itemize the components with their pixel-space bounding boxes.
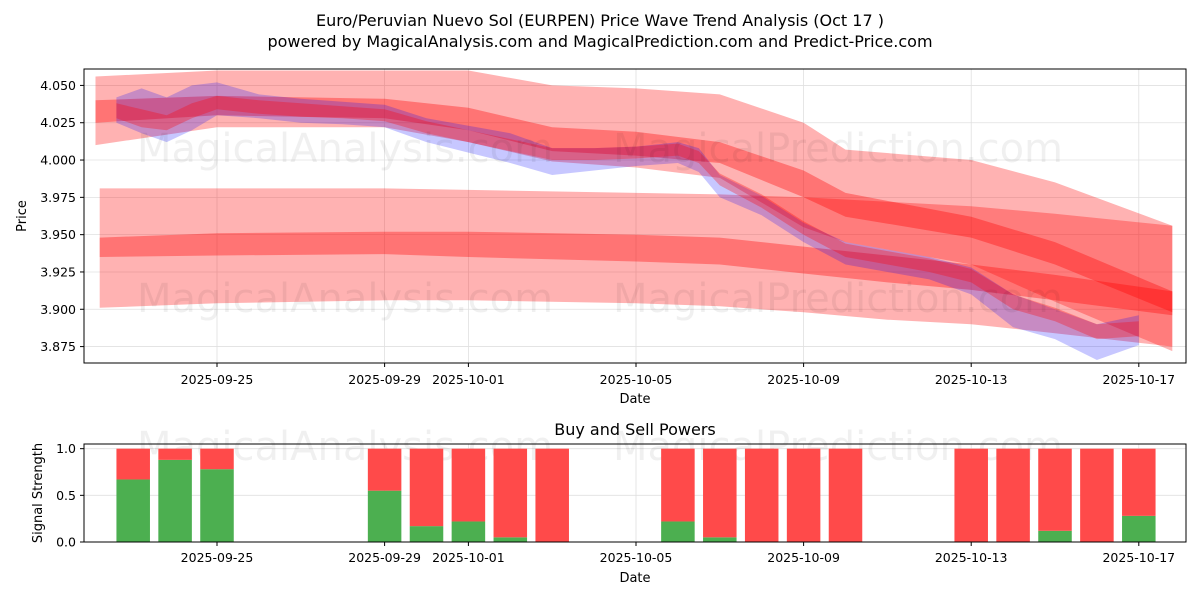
sell-bar: [661, 448, 695, 522]
watermark: MagicalAnalysis.com: [137, 276, 553, 322]
price-x-axis-label: Date: [619, 392, 650, 407]
watermark: MagicalPrediction.com: [613, 276, 1063, 322]
x-tick-label: 2025-10-05: [600, 372, 673, 387]
sell-bar: [1080, 448, 1114, 542]
y-tick-label: 3.900: [40, 302, 76, 317]
chart-title: Euro/Peruvian Nuevo Sol (EURPEN) Price W…: [316, 11, 884, 30]
x-tick-label: 2025-10-17: [1102, 372, 1175, 387]
trend-band-1: [99, 231, 1173, 316]
buy-bar: [200, 469, 234, 542]
watermark: MagicalAnalysis.com: [137, 126, 553, 172]
y-tick-label: 3.975: [40, 190, 76, 205]
y-tick-label: 0.0: [56, 535, 76, 550]
buy-bar: [1038, 530, 1072, 542]
signal-y-axis-label: Signal Strength: [31, 443, 46, 543]
x-tick-label: 2025-10-17: [1102, 550, 1175, 565]
sell-bar: [158, 448, 192, 460]
sell-bar: [367, 448, 402, 491]
trend-band-3: [95, 95, 1173, 313]
signal-x-axis-label: Date: [619, 571, 650, 586]
buy-bar: [493, 537, 528, 542]
buy-bar: [703, 537, 737, 542]
price-bands: [95, 70, 1173, 361]
x-tick-label: 2025-10-01: [432, 372, 505, 387]
sell-bar: [493, 448, 528, 538]
buy-bar: [409, 526, 444, 542]
watermark: MagicalAnalysis.com: [137, 424, 553, 470]
x-tick-label: 2025-10-09: [767, 372, 840, 387]
buy-bar: [367, 490, 402, 542]
price-y-ticks: 3.875 3.900 3.925 3.950 3.975 4.000 4.025 4.050: [40, 78, 84, 354]
y-tick-label: 4.050: [40, 78, 76, 93]
price-plot-frame: [83, 68, 1187, 364]
sell-bar: [744, 448, 779, 542]
x-tick-label: 2025-09-29: [348, 550, 421, 565]
y-tick-label: 1.0: [56, 441, 76, 456]
sell-bar: [535, 448, 569, 542]
trend-band-0: [99, 188, 1173, 347]
chart-subtitle: powered by MagicalAnalysis.com and Magic…: [267, 32, 932, 51]
signal-x-ticks: 2025-09-25 2025-09-29 2025-10-01 2025-10-05…: [181, 542, 1175, 565]
price-x-ticks: 2025-09-25 2025-09-29 2025-10-01 2025-10-05…: [181, 363, 1175, 387]
y-tick-label: 4.025: [40, 115, 76, 130]
x-tick-label: 2025-10-13: [935, 372, 1008, 387]
signal-y-ticks: 0.0 0.5 1.0: [56, 441, 84, 550]
signal-plot-frame: [83, 443, 1187, 543]
x-tick-label: 2025-10-09: [767, 550, 840, 565]
x-tick-label: 2025-10-01: [432, 550, 505, 565]
x-tick-label: 2025-09-25: [181, 372, 254, 387]
x-tick-label: 2025-10-05: [600, 550, 673, 565]
signal-panel: Buy and Sell Powers MagicalAnalysis.com …: [31, 420, 1187, 586]
buy-bar: [116, 479, 150, 542]
x-tick-label: 2025-09-25: [181, 550, 254, 565]
sell-bar: [116, 448, 150, 480]
y-tick-label: 3.925: [40, 264, 76, 279]
sell-bar: [409, 448, 444, 527]
y-tick-label: 3.875: [40, 339, 76, 354]
sell-bar: [703, 448, 737, 538]
price-gridlines: [84, 69, 1186, 363]
sell-bar: [1122, 448, 1156, 516]
buy-bar: [158, 459, 192, 542]
sell-bar: [1038, 448, 1072, 531]
price-panel: MagicalAnalysis.com MagicalPrediction.co…: [15, 68, 1187, 407]
y-tick-label: 4.000: [40, 153, 76, 168]
buy-bar: [451, 521, 486, 542]
watermark: MagicalPrediction.com: [613, 126, 1063, 172]
trend-band-5: [116, 95, 1139, 340]
x-tick-label: 2025-09-29: [348, 372, 421, 387]
sell-bar: [996, 448, 1030, 542]
price-y-axis-label: Price: [15, 200, 30, 232]
y-tick-label: 3.950: [40, 227, 76, 242]
sell-bar: [451, 448, 486, 522]
sell-bar: [828, 448, 863, 542]
trend-band-2: [95, 70, 1173, 352]
signal-bars: [116, 448, 1156, 542]
buy-bar: [661, 521, 695, 542]
sell-bar: [200, 448, 234, 470]
sell-bar: [954, 448, 988, 542]
trend-band-4: [116, 82, 1139, 361]
y-tick-label: 0.5: [56, 488, 76, 503]
x-tick-label: 2025-10-13: [935, 550, 1008, 565]
sell-bar: [786, 448, 821, 542]
signal-chart-title: Buy and Sell Powers: [554, 420, 716, 439]
buy-bar: [1122, 515, 1156, 542]
